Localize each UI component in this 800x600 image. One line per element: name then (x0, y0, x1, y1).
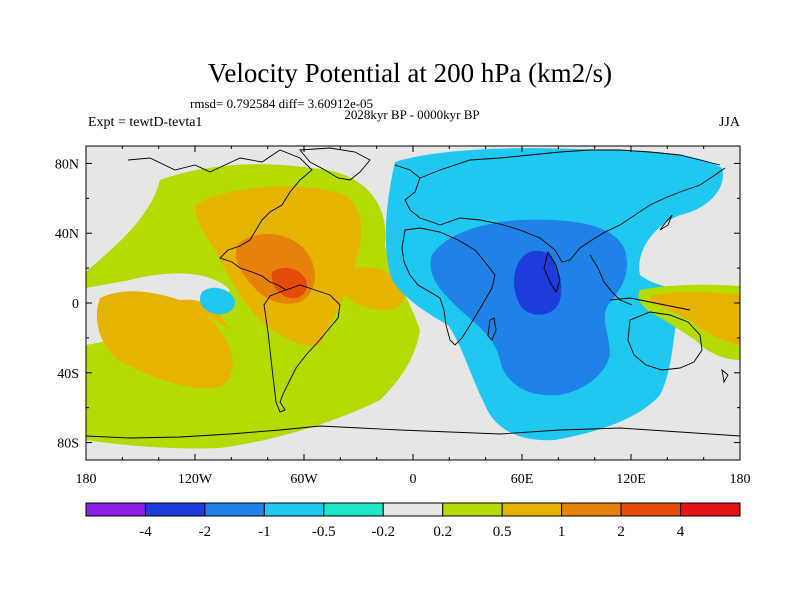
stats-line: rmsd= 0.792584 diff= 3.60912e-05 (190, 96, 373, 111)
coast-japan (659, 214, 673, 231)
colorbar-swatch (204, 502, 265, 517)
x-tick-label: 120W (178, 472, 213, 487)
field-tropical-pacific-minor-negative (199, 287, 235, 315)
y-tick-label: 80S (57, 437, 79, 452)
colorbar-swatch (442, 502, 503, 517)
colorbar-label: -0.5 (312, 524, 336, 540)
coast-south-america (263, 284, 341, 413)
coast-central-america (261, 275, 287, 291)
colorbar-label: 0.5 (493, 524, 512, 540)
coast-eurasia (439, 167, 726, 263)
coast-antarctica (86, 425, 740, 439)
field-west-pacific-core (649, 292, 740, 345)
coast-indonesia (609, 297, 691, 311)
x-axis: 180 120W 60W 0 60E 120E 180 (76, 146, 751, 487)
colorbar-swatch (323, 502, 384, 517)
y-axis: 80N 40N 0 40S 80S (55, 157, 740, 452)
coast-africa (401, 227, 496, 346)
colorbar-swatch (382, 502, 444, 517)
colorbar-label: -2 (199, 524, 212, 540)
y-tick-label: 0 (72, 297, 79, 312)
colorbar-swatch (561, 502, 622, 517)
colorbar-swatch (680, 502, 741, 517)
field-caribbean-max (271, 267, 307, 299)
colorbar-swatch (85, 502, 146, 517)
x-tick-label: 60E (511, 472, 534, 487)
coastlines (86, 147, 740, 439)
x-tick-label: 120E (616, 472, 646, 487)
colorbar-label: 4 (677, 524, 685, 540)
coast-north-america (127, 149, 313, 277)
x-tick-label: 60W (290, 472, 318, 487)
colorbar: -4 -2 -1 -0.5 -0.2 0.2 0.5 1 2 4 (85, 502, 741, 540)
chart-title: Velocity Potential at 200 hPa (km2/s) (208, 58, 612, 88)
colorbar-label: -0.2 (371, 524, 395, 540)
colorbar-label: -4 (139, 524, 152, 540)
field-east-atlantic-lobe (338, 267, 405, 311)
season-label: JJA (719, 115, 741, 130)
y-tick-label: 80N (55, 157, 79, 172)
colorbar-swatch (501, 502, 563, 517)
coast-arctic (419, 149, 721, 179)
map-plot-area (86, 146, 740, 460)
colorbar-swatch (263, 502, 325, 517)
coast-greenland (299, 147, 371, 181)
chart-subtitle: 2028kyr BP - 0000kyr BP (344, 107, 479, 122)
x-tick-label: 180 (730, 472, 751, 487)
y-tick-label: 40S (57, 367, 79, 382)
y-tick-label: 40N (55, 227, 79, 242)
x-tick-label: 0 (410, 472, 417, 487)
colorbar-label: 1 (558, 524, 566, 540)
x-tick-label: 180 (76, 472, 97, 487)
colorbar-label: 2 (617, 524, 625, 540)
coast-india (543, 250, 561, 294)
coast-madagascar (487, 317, 497, 341)
experiment-label: Expt = tewtD-tevta1 (88, 115, 202, 130)
coast-southeast-asia (589, 254, 633, 306)
field-indian-ocean-minimum (514, 250, 562, 315)
colorbar-label: 0.2 (433, 524, 452, 540)
colorbar-swatch (620, 502, 682, 517)
coast-new-zealand (721, 368, 729, 384)
colorbar-swatch (144, 502, 206, 517)
field-central-pacific-lobe (96, 291, 233, 389)
colorbar-label: -1 (258, 524, 271, 540)
field-pacific-wedge (180, 299, 230, 330)
coast-australia (627, 311, 703, 371)
coast-europe (394, 164, 441, 226)
